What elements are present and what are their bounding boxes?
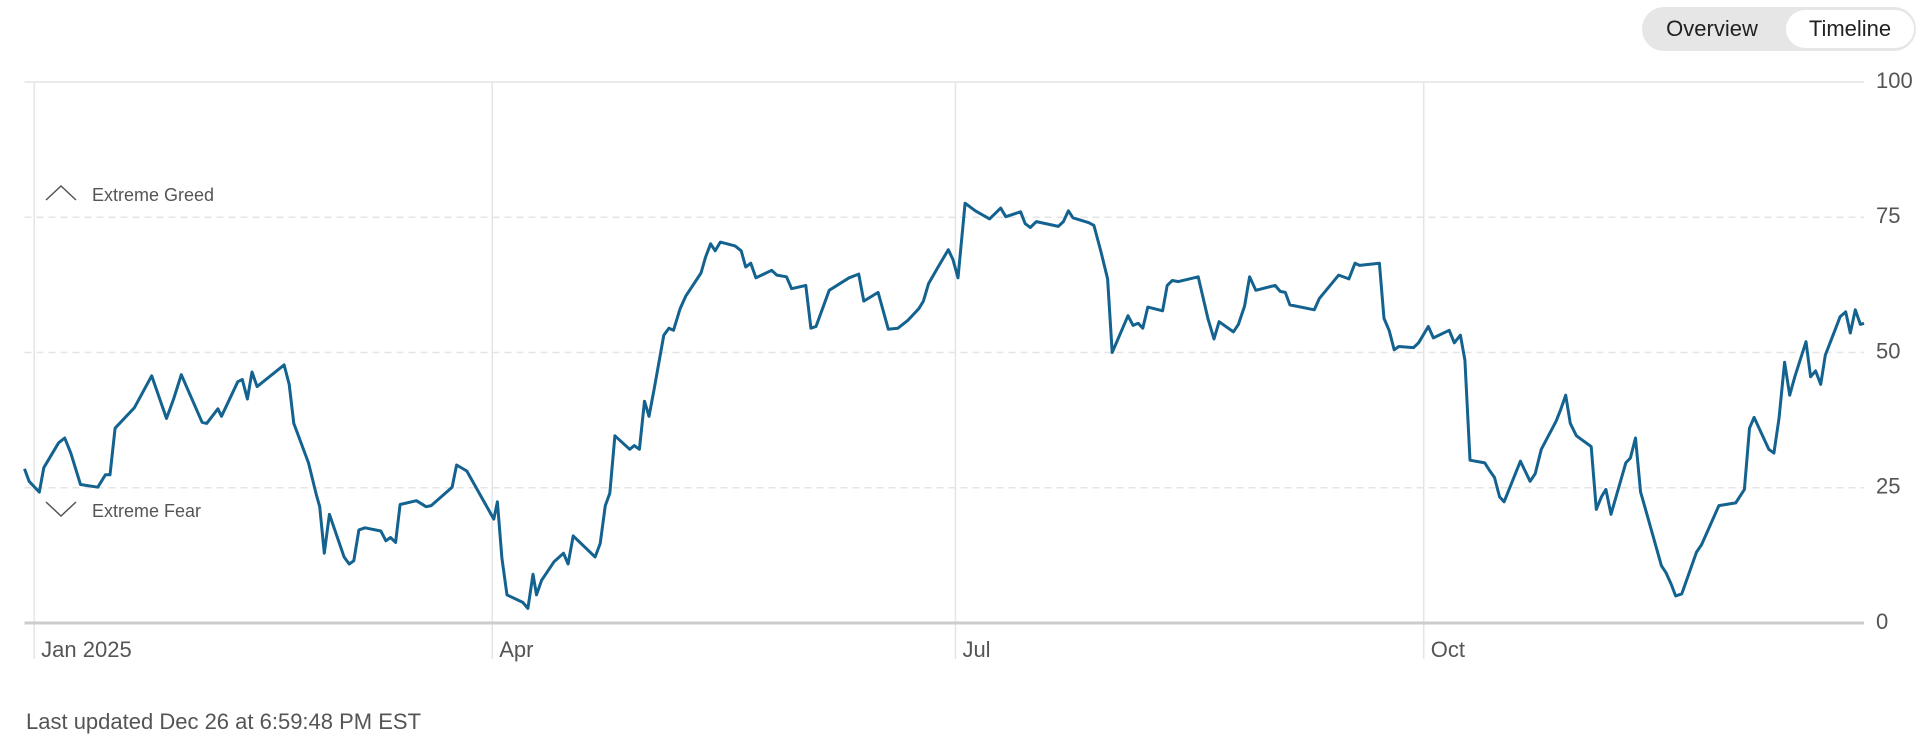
annotation: Extreme Greed	[92, 185, 214, 205]
view-toggle: Overview Timeline	[1642, 7, 1916, 51]
footer: Last updated Dec 26 at 6:59:48 PM EST	[26, 709, 422, 734]
line	[23, 201, 1865, 610]
overview-tab[interactable]: Overview	[1666, 16, 1758, 41]
x-tick-label: Apr	[499, 637, 533, 662]
y-tick-label: 75	[1876, 203, 1900, 228]
y-tick-label: 0	[1876, 609, 1888, 634]
greed-chevron	[45, 184, 77, 201]
fear-chevron	[45, 501, 77, 518]
x-tick-label: Oct	[1431, 637, 1465, 662]
y-tick-label: 100	[1876, 68, 1913, 93]
annotation: Extreme Fear	[92, 501, 201, 521]
y-tick-label: 25	[1876, 474, 1900, 499]
timeline-tab[interactable]: Timeline	[1786, 10, 1914, 48]
y-tick-label: 50	[1876, 338, 1900, 363]
x-tick-label: Jul	[962, 637, 990, 662]
x-tick-label: Jan 2025	[41, 637, 132, 662]
